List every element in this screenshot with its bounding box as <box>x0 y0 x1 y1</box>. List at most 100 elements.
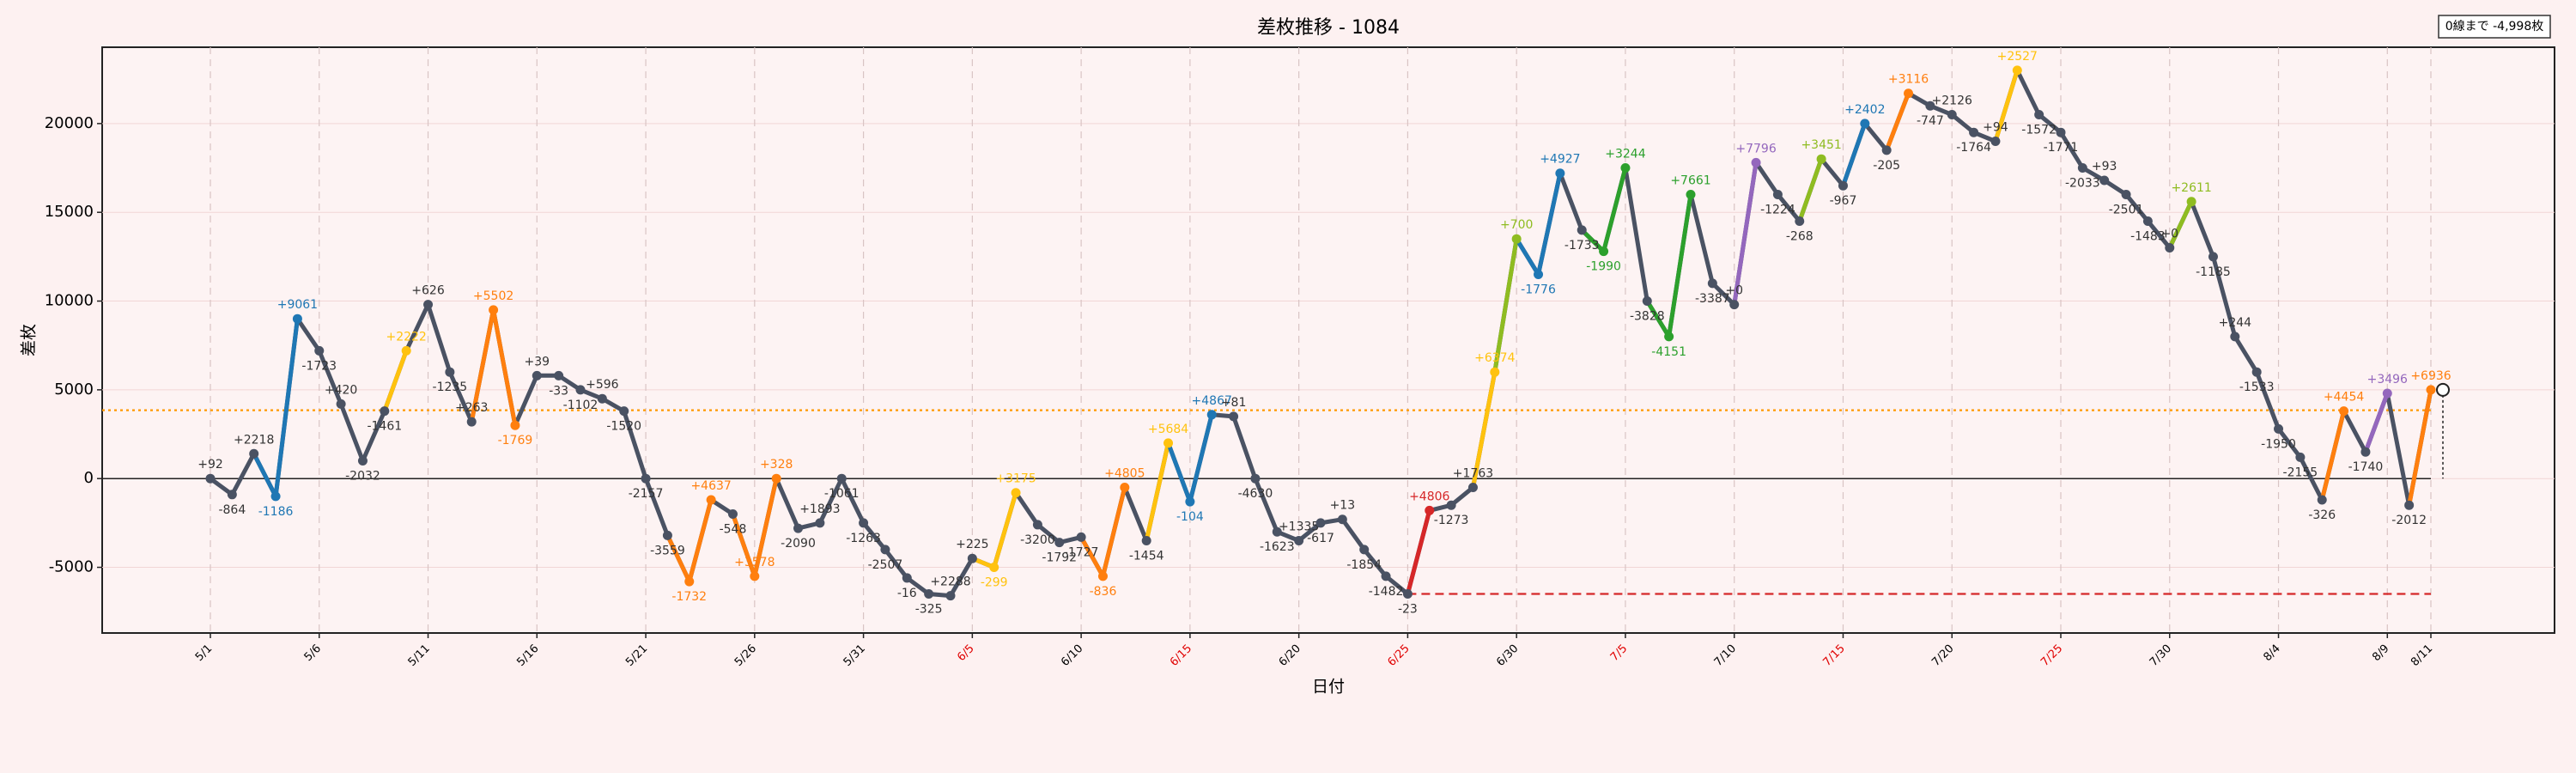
point-label: -1185 <box>2196 265 2231 279</box>
point-label: -864 <box>218 503 246 517</box>
data-point <box>619 406 629 417</box>
point-label: -836 <box>1090 585 1117 599</box>
point-label: -326 <box>2308 508 2336 522</box>
data-point <box>1337 514 1347 525</box>
highlight-segment <box>687 497 714 584</box>
data-point <box>205 473 216 484</box>
data-point <box>1467 483 1478 493</box>
data-point <box>2121 190 2131 200</box>
point-label: +4637 <box>690 479 731 493</box>
data-point <box>1381 571 1391 581</box>
point-label: +2288 <box>930 575 970 589</box>
point-label: -1235 <box>433 380 468 394</box>
data-point <box>706 495 716 505</box>
highlight-segment <box>1100 485 1127 579</box>
point-label: +6374 <box>1474 351 1515 365</box>
point-label: -1454 <box>1129 550 1164 563</box>
highlight-segment <box>1579 228 1607 254</box>
highlight-segment <box>665 533 692 584</box>
x-tick-label: 5/31 <box>841 642 868 669</box>
data-point <box>1838 180 1848 191</box>
point-label: -1572 <box>2021 124 2057 137</box>
point-label: +2527 <box>1997 50 2038 64</box>
data-point <box>684 576 695 587</box>
data-point <box>2295 452 2306 462</box>
data-point <box>1446 500 1456 510</box>
data-point <box>1097 571 1108 581</box>
point-label: -2157 <box>629 487 664 501</box>
data-point <box>423 300 434 310</box>
highlight-segment <box>1667 192 1693 339</box>
data-point <box>1599 247 1609 257</box>
data-point <box>880 545 890 555</box>
point-label: +13 <box>1330 499 1356 513</box>
highlight-segment <box>252 451 278 499</box>
point-label: -2032 <box>345 470 380 484</box>
data-point <box>510 420 520 430</box>
point-label: -1224 <box>1760 204 1795 217</box>
data-point <box>1795 216 1805 227</box>
data-point <box>401 345 411 356</box>
point-label: -1776 <box>1521 283 1556 297</box>
point-label: +2611 <box>2171 181 2211 195</box>
point-label: -1186 <box>258 505 294 519</box>
data-point <box>532 370 542 380</box>
highlight-segment <box>1144 441 1171 544</box>
data-point <box>1772 190 1783 200</box>
data-point <box>2382 388 2392 399</box>
data-point <box>1620 163 1631 173</box>
point-label: -1764 <box>1956 141 1991 155</box>
point-label: -104 <box>1176 510 1204 524</box>
point-label: -1102 <box>563 399 598 412</box>
x-tick-label: 8/9 <box>2370 642 2391 664</box>
y-axis-label: 差枚 <box>20 324 39 356</box>
highlight-segment <box>2407 387 2433 508</box>
data-point <box>2012 65 2022 76</box>
point-label: +94 <box>1983 121 2008 135</box>
y-tick-label: 20000 <box>45 114 94 132</box>
point-label: -548 <box>720 523 747 537</box>
highlight-segment <box>1884 91 1911 153</box>
data-point <box>945 591 956 601</box>
gap-box <box>2438 15 2551 39</box>
data-point <box>1163 438 1174 448</box>
point-label: +263 <box>455 401 488 415</box>
data-point <box>2230 332 2240 342</box>
point-label: +3244 <box>1605 148 1645 161</box>
x-tick-label: 5/26 <box>732 642 759 669</box>
point-label: -2012 <box>2391 514 2427 527</box>
point-label: -23 <box>1398 603 1418 617</box>
point-label: -2090 <box>781 537 816 551</box>
point-label: +2218 <box>234 433 274 447</box>
point-label: -617 <box>1307 532 1334 545</box>
point-label: +4805 <box>1104 467 1145 481</box>
data-point <box>249 448 259 459</box>
data-point <box>2142 216 2153 227</box>
data-point <box>989 563 999 573</box>
point-label: -1727 <box>1064 545 1099 559</box>
data-point <box>1707 278 1717 289</box>
x-tick-label: 5/21 <box>623 642 650 669</box>
highlight-segment <box>1644 299 1672 339</box>
point-label: -1769 <box>498 434 533 447</box>
highlight-segment <box>1732 160 1759 307</box>
highlight-segment <box>730 512 757 579</box>
point-label: -1723 <box>301 359 337 373</box>
data-point <box>1294 536 1304 546</box>
data-point <box>1729 300 1740 310</box>
point-label: -2501 <box>2109 204 2144 217</box>
data-point <box>1120 483 1130 493</box>
point-label: +7661 <box>1670 174 1710 188</box>
data-point <box>967 553 977 563</box>
point-label: -1273 <box>1434 514 1469 527</box>
point-label: +93 <box>2092 160 2117 173</box>
data-point <box>1315 518 1326 528</box>
x-tick-label: 8/11 <box>2409 642 2435 669</box>
point-label: -299 <box>981 576 1008 590</box>
point-label: +5502 <box>473 289 513 303</box>
data-point <box>357 456 368 466</box>
chart-title: 差枚推移 - 1084 <box>1257 17 1400 39</box>
point-label: +328 <box>760 458 793 472</box>
highlight-segment <box>382 348 409 414</box>
data-point <box>2208 252 2218 262</box>
